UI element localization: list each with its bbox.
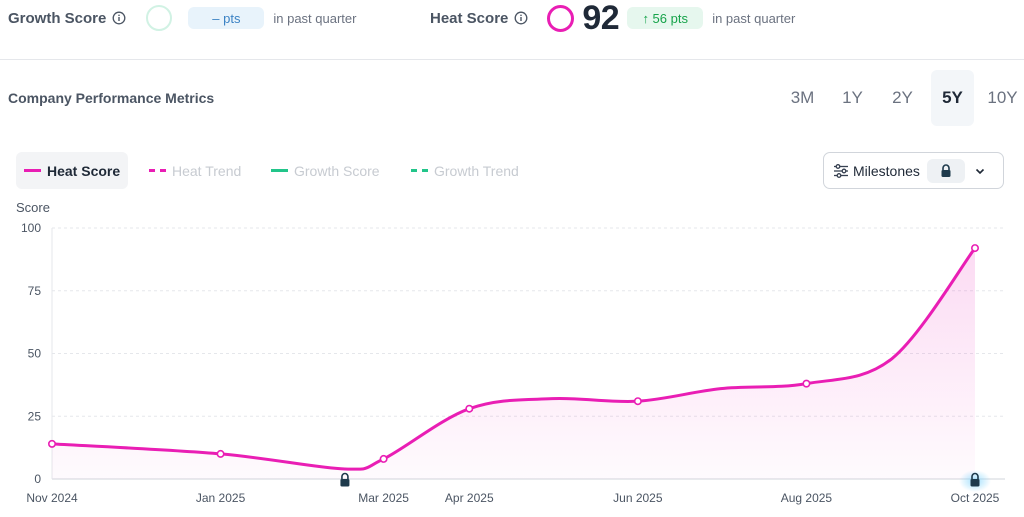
x-tick-label: Mar 2025: [358, 491, 409, 505]
lock-body: [340, 479, 350, 487]
data-point: [633, 397, 642, 406]
range-5y-button[interactable]: 5Y: [931, 70, 974, 126]
growth-period-text: in past quarter: [273, 10, 357, 26]
data-point: [802, 379, 811, 388]
heat-score-line: [50, 246, 977, 471]
x-tick-label: Jan 2025: [196, 491, 246, 505]
legend-swatch: [411, 169, 428, 172]
info-icon[interactable]: [514, 11, 528, 25]
lock-icon: [959, 470, 991, 492]
x-axis-ticks: Nov 2024 Jan 2025 Mar 2025 Apr 2025 Jun 2025…: [26, 491, 999, 505]
lock-body: [970, 479, 980, 487]
data-point: [47, 439, 56, 448]
heat-score-area: [52, 248, 975, 479]
legend-label: Growth Score: [294, 162, 380, 179]
info-icon[interactable]: [112, 11, 126, 25]
heat-score-group: Heat Score 92 ↑ 56 pts in past quarter: [430, 0, 796, 37]
growth-delta-badge: – pts: [188, 7, 265, 29]
section-title: Company Performance Metrics: [8, 90, 215, 106]
growth-score-ring: [146, 5, 173, 31]
growth-score-label: Growth Score: [8, 9, 107, 27]
legend-swatch: [149, 169, 166, 172]
chevron-down-icon: [974, 165, 986, 177]
legend-heat-trend[interactable]: Heat Trend: [149, 152, 241, 189]
legend-heat-score[interactable]: Heat Score: [16, 152, 129, 189]
time-range-selector: 3M 1Y 2Y 5Y 10Y: [774, 70, 1024, 126]
growth-score-group: Growth Score – pts in past quarter: [8, 0, 356, 36]
heat-score-label: Heat Score: [430, 9, 509, 27]
milestones-dropdown[interactable]: Milestones: [823, 152, 1004, 189]
x-tick-label: Aug 2025: [781, 491, 833, 505]
heat-score-ring: [547, 4, 575, 32]
heat-delta-badge: ↑ 56 pts: [627, 7, 704, 29]
x-tick-label: Jun 2025: [613, 491, 663, 505]
legend-label: Growth Trend: [434, 162, 519, 179]
lock-shackle: [341, 472, 349, 479]
y-axis-label: Score: [16, 200, 50, 215]
y-tick-label: 0: [34, 472, 41, 486]
x-tick-label: Apr 2025: [445, 491, 494, 505]
legend-label: Heat Trend: [172, 162, 242, 179]
y-tick-label: 100: [21, 221, 41, 235]
range-2y-button[interactable]: 2Y: [892, 88, 913, 107]
score-summary-bar: Growth Score – pts in past quarter Heat …: [0, 0, 1024, 60]
lock-shackle: [971, 472, 979, 479]
data-point: [465, 404, 474, 413]
heat-score-chart: Score 0 25 50 75 100 Nov 2024 Jan 2025 Mar 202…: [16, 200, 1005, 505]
legend-swatch: [271, 169, 288, 172]
data-point: [379, 454, 388, 463]
data-point: [216, 449, 225, 458]
range-10y-button[interactable]: 10Y: [987, 88, 1018, 107]
heat-score-value: 92: [582, 0, 620, 37]
lock-icon: [926, 158, 965, 183]
data-point-markers: [47, 244, 979, 463]
range-3m-button[interactable]: 3M: [790, 88, 815, 107]
locked-milestones: [340, 470, 991, 492]
range-1y-button[interactable]: 1Y: [842, 88, 863, 107]
sliders-icon: [833, 163, 849, 179]
milestones-label: Milestones: [853, 162, 920, 179]
x-tick-label: Nov 2024: [26, 491, 78, 505]
legend-swatch: [24, 169, 41, 172]
y-tick-label: 25: [28, 409, 42, 423]
y-tick-label: 75: [28, 284, 42, 298]
legend-label: Heat Score: [47, 162, 121, 179]
lock-icon: [340, 472, 350, 487]
y-axis-ticks: 0 25 50 75 100: [21, 221, 41, 486]
y-tick-label: 50: [28, 347, 42, 361]
x-tick-label: Oct 2025: [951, 491, 1000, 505]
legend-growth-trend[interactable]: Growth Trend: [411, 152, 519, 189]
heat-period-text: in past quarter: [712, 10, 796, 26]
data-point: [970, 244, 979, 253]
legend-growth-score[interactable]: Growth Score: [271, 152, 380, 189]
